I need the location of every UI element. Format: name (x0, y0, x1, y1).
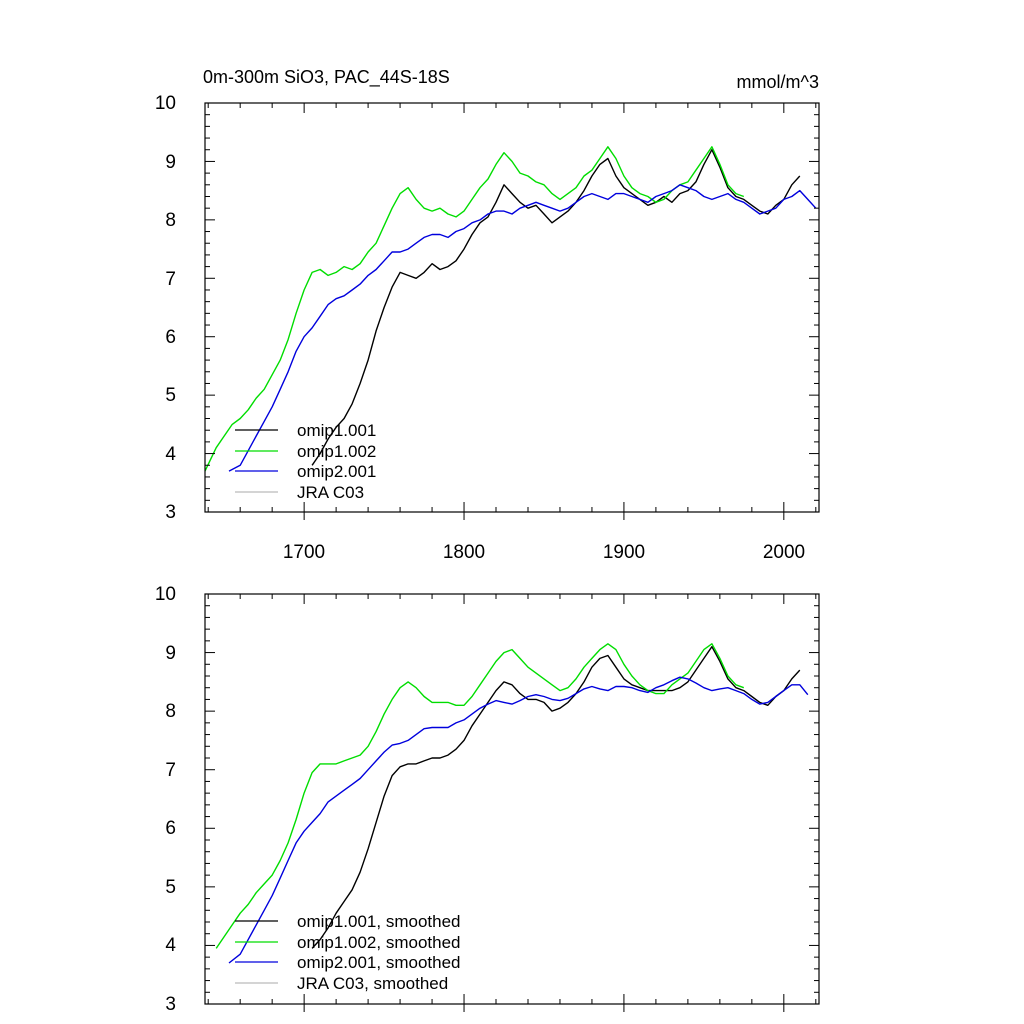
legend-label: omip1.001, smoothed (297, 912, 461, 931)
top-ytick-label: 8 (165, 210, 176, 231)
top-panel: 0m-300m SiO3, PAC_44S-18S mmol/m^3 3 4 5… (155, 67, 820, 563)
top-panel-units: mmol/m^3 (737, 72, 819, 92)
top-ytick-label: 6 (165, 327, 176, 348)
top-xtick-label: 1900 (603, 542, 645, 563)
top-xtick-label: 1700 (283, 542, 325, 563)
top-series-layer (204, 146, 817, 472)
series-line-omip2-001 (228, 184, 817, 472)
bottom-ytick-label: 10 (155, 584, 176, 605)
top-ytick-label: 5 (165, 385, 176, 406)
bottom-plot-frame (204, 593, 820, 1005)
bottom-legend: omip1.001, smoothed omip1.002, smoothed … (235, 912, 461, 993)
top-xtick-label: 1800 (443, 542, 485, 563)
top-ytick-label: 9 (165, 152, 176, 173)
top-xtick-label: 2000 (763, 542, 805, 563)
legend-label: omip1.001 (297, 421, 376, 440)
bottom-ytick-label: 9 (165, 643, 176, 664)
bottom-ytick-label: 6 (165, 818, 176, 839)
top-ytick-label: 10 (155, 93, 176, 114)
series-line-omip1-001-smoothed (311, 646, 801, 949)
bottom-ytick-label: 5 (165, 877, 176, 898)
top-ytick-label: 4 (165, 444, 176, 465)
top-ytick-label: 7 (165, 269, 176, 290)
legend-label: JRA C03 (297, 483, 364, 502)
legend-label: JRA C03, smoothed (297, 974, 448, 993)
series-line-omip1-001 (311, 148, 801, 466)
bottom-series-layer (215, 643, 809, 964)
legend-label: omip1.002 (297, 442, 376, 461)
top-legend: omip1.001 omip1.002 omip2.001 JRA C03 (235, 421, 376, 502)
bottom-panel: 3 4 5 6 7 8 9 10 omip1.001, smoothed omi… (155, 584, 820, 1015)
bottom-ytick-label: 4 (165, 935, 176, 956)
top-panel-title: 0m-300m SiO3, PAC_44S-18S (203, 67, 450, 88)
legend-label: omip2.001 (297, 462, 376, 481)
bottom-ytick-label: 7 (165, 760, 176, 781)
series-line-omip2-001-smoothed (228, 676, 809, 964)
top-ytick-label: 3 (165, 502, 176, 523)
legend-label: omip2.001, smoothed (297, 953, 461, 972)
series-line-omip1-002-smoothed (215, 643, 745, 949)
bottom-ytick-label: 8 (165, 701, 176, 722)
legend-label: omip1.002, smoothed (297, 933, 461, 952)
top-plot-frame (204, 102, 820, 513)
series-line-omip1-002 (204, 146, 745, 472)
bottom-ytick-label: 3 (165, 994, 176, 1015)
